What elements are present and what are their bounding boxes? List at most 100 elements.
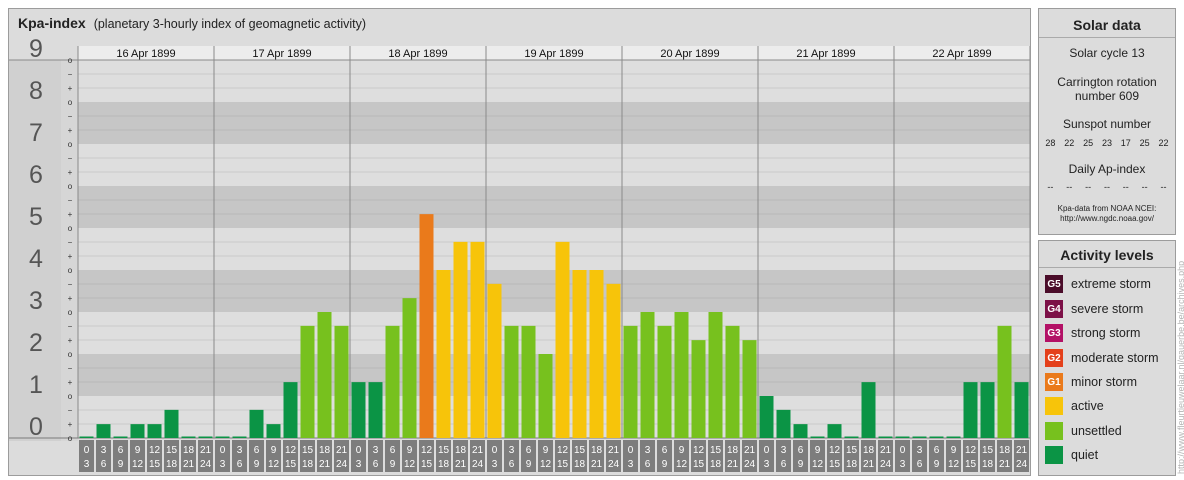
band-4 (78, 228, 1030, 270)
hour-start-label: 9 (543, 445, 549, 456)
hour-box (113, 440, 128, 472)
hour-end-label: 18 (302, 459, 314, 470)
hour-box (725, 440, 740, 472)
hour-box (878, 440, 893, 472)
hour-box (606, 440, 621, 472)
hour-box (759, 440, 774, 472)
hour-box (147, 440, 162, 472)
kp-bar (368, 382, 383, 438)
kp-bar (215, 436, 230, 438)
hour-end-label: 15 (421, 459, 433, 470)
hour-box (351, 440, 366, 472)
hour-start-label: 6 (662, 445, 668, 456)
kp-bar (487, 283, 502, 438)
hour-box (776, 440, 791, 472)
solar-data-title: Solar data (1039, 17, 1175, 38)
legend-label: unsettled (1071, 424, 1122, 438)
minor-mark: + (68, 210, 73, 219)
hour-end-label: 9 (934, 459, 940, 470)
kp-bar (130, 424, 145, 438)
minor-mark: − (68, 406, 73, 415)
hour-box (215, 440, 230, 472)
minor-mark: o (68, 392, 73, 401)
kp-bar (674, 312, 689, 438)
solar-data-panel: Solar data Solar cycle 13 Carrington rot… (1038, 8, 1176, 235)
hour-end-label: 21 (999, 459, 1011, 470)
solar-cycle: Solar cycle 13 (1069, 46, 1145, 60)
hour-end-label: 24 (744, 459, 756, 470)
kp-bar (538, 354, 553, 438)
hour-box (436, 440, 451, 472)
hour-box (793, 440, 808, 472)
hour-box (929, 440, 944, 472)
legend-label: strong storm (1071, 326, 1141, 340)
hour-start-label: 15 (166, 445, 178, 456)
hour-box (844, 440, 859, 472)
band-8 (78, 60, 1030, 102)
hour-end-label: 9 (526, 459, 532, 470)
ap-value: -- (1047, 182, 1054, 192)
hour-end-label: 12 (540, 459, 552, 470)
hour-end-label: 6 (781, 459, 787, 470)
carrington-rotation-label: Carrington rotation (1057, 75, 1157, 89)
hour-end-label: 18 (438, 459, 450, 470)
kp-bar (436, 270, 451, 438)
minor-mark: o (68, 434, 73, 443)
day-label: 19 Apr 1899 (524, 48, 583, 60)
hour-box (470, 440, 485, 472)
hour-start-label: 9 (135, 445, 141, 456)
kp-bar (742, 340, 757, 438)
hour-start-label: 12 (693, 445, 705, 456)
legend-label: quiet (1071, 448, 1099, 462)
data-source-label: Kpa-data from NOAA NCEI: (1057, 204, 1157, 213)
hour-end-label: 18 (574, 459, 586, 470)
hour-start-label: 6 (390, 445, 396, 456)
band-6 (78, 144, 1030, 186)
legend-item-quiet: quiet (1045, 445, 1098, 465)
hour-box (1014, 440, 1029, 472)
hour-box (266, 440, 281, 472)
hour-end-label: 12 (404, 459, 416, 470)
hour-end-label: 6 (917, 459, 923, 470)
hour-end-label: 21 (863, 459, 875, 470)
hour-start-label: 9 (407, 445, 413, 456)
minor-mark: − (68, 112, 73, 121)
band-2 (78, 312, 1030, 354)
legend-swatch: G5 (1045, 275, 1063, 293)
minor-mark: − (68, 322, 73, 331)
hour-start-label: 9 (679, 445, 685, 456)
hour-box (96, 440, 111, 472)
legend-item-strong-storm: G3 strong storm (1045, 323, 1140, 343)
band-0 (78, 396, 1030, 438)
ap-value: -- (1122, 182, 1129, 192)
day-label: 17 Apr 1899 (252, 48, 311, 60)
hour-end-label: 3 (764, 459, 770, 470)
y-tick-label: 3 (29, 287, 43, 315)
sunspot-value: 23 (1101, 138, 1112, 148)
hour-start-label: 3 (917, 445, 923, 456)
minor-mark: o (68, 224, 73, 233)
day-label: 16 Apr 1899 (116, 48, 175, 60)
hour-end-label: 3 (900, 459, 906, 470)
kp-bar (470, 241, 485, 438)
hour-end-label: 24 (200, 459, 212, 470)
sunspot-value: 25 (1139, 138, 1150, 148)
minor-mark: − (68, 154, 73, 163)
legend-label: minor storm (1071, 375, 1137, 389)
kp-bar (1014, 382, 1029, 438)
ap-value: -- (1066, 182, 1073, 192)
minor-mark: − (68, 196, 73, 205)
hour-end-label: 15 (829, 459, 841, 470)
hour-end-label: 9 (118, 459, 124, 470)
hour-start-label: 3 (101, 445, 107, 456)
kp-bar (555, 241, 570, 438)
legend-item-extreme-storm: G5 extreme storm (1045, 274, 1151, 294)
kp-bar (164, 409, 179, 438)
hour-end-label: 6 (101, 459, 107, 470)
kp-bar (232, 436, 247, 438)
hour-box (181, 440, 196, 472)
kp-bar (963, 382, 978, 438)
kp-bar (623, 325, 638, 438)
ap-index-values: -- -- -- -- -- -- -- (1041, 182, 1173, 192)
minor-mark: o (68, 140, 73, 149)
